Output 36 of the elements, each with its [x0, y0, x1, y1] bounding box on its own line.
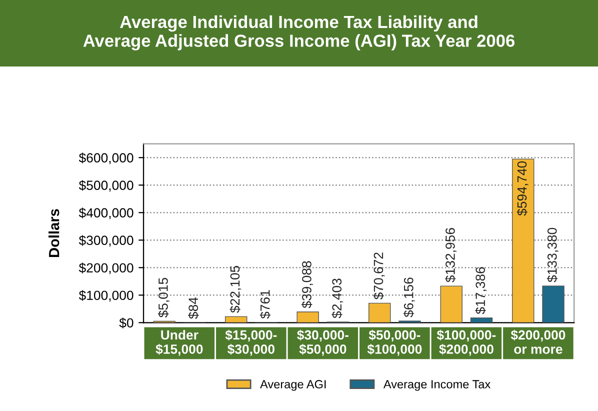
y-tick-label: $100,000 [78, 290, 134, 302]
chart-title: Average Individual Income Tax Liability and Average Adjusted Gross Income (AGI) Tax Year 2006 [83, 15, 515, 50]
x-tick-label: $50,000- $100,000 [367, 330, 422, 356]
data-label: $6,156 [403, 278, 415, 318]
bar [542, 286, 564, 323]
y-tick-label: $400,000 [78, 208, 134, 220]
legend-label: Average Income Tax [383, 380, 490, 391]
x-tick-label: $30,000- $50,000 [297, 330, 348, 356]
y-axis-title: Dollars [48, 209, 60, 257]
x-tick-label: $200,000 or more [510, 330, 566, 354]
legend-label: Average AGI [260, 380, 326, 391]
data-label: $39,088 [301, 261, 313, 308]
bar [296, 312, 319, 323]
y-tick-label: $300,000 [78, 235, 134, 247]
data-label: $761 [260, 290, 271, 319]
x-tick-label: $15,000- $30,000 [225, 330, 277, 356]
data-label: $2,403 [332, 278, 344, 318]
data-label: $133,380 [546, 228, 558, 282]
x-tick-label: $100,000- $200,000 [436, 330, 496, 356]
x-tick-label: Under $15,000 [156, 330, 203, 356]
y-tick-label: $500,000 [78, 180, 134, 192]
bar [224, 316, 248, 323]
bar [470, 318, 493, 323]
y-tick-label: $600,000 [78, 152, 134, 164]
bar [440, 286, 462, 323]
data-label: $22,105 [230, 266, 242, 313]
y-tick-label: $0 [119, 318, 134, 328]
data-label: $132,956 [445, 228, 456, 282]
bar [368, 302, 391, 323]
data-label: $84 [188, 297, 199, 319]
y-tick-label: $200,000 [78, 262, 134, 274]
data-label: $17,386 [475, 267, 487, 314]
data-label: $70,672 [373, 252, 385, 300]
data-label: $5,015 [158, 278, 170, 318]
bar [512, 158, 534, 323]
data-label: $594,740 [516, 161, 528, 216]
